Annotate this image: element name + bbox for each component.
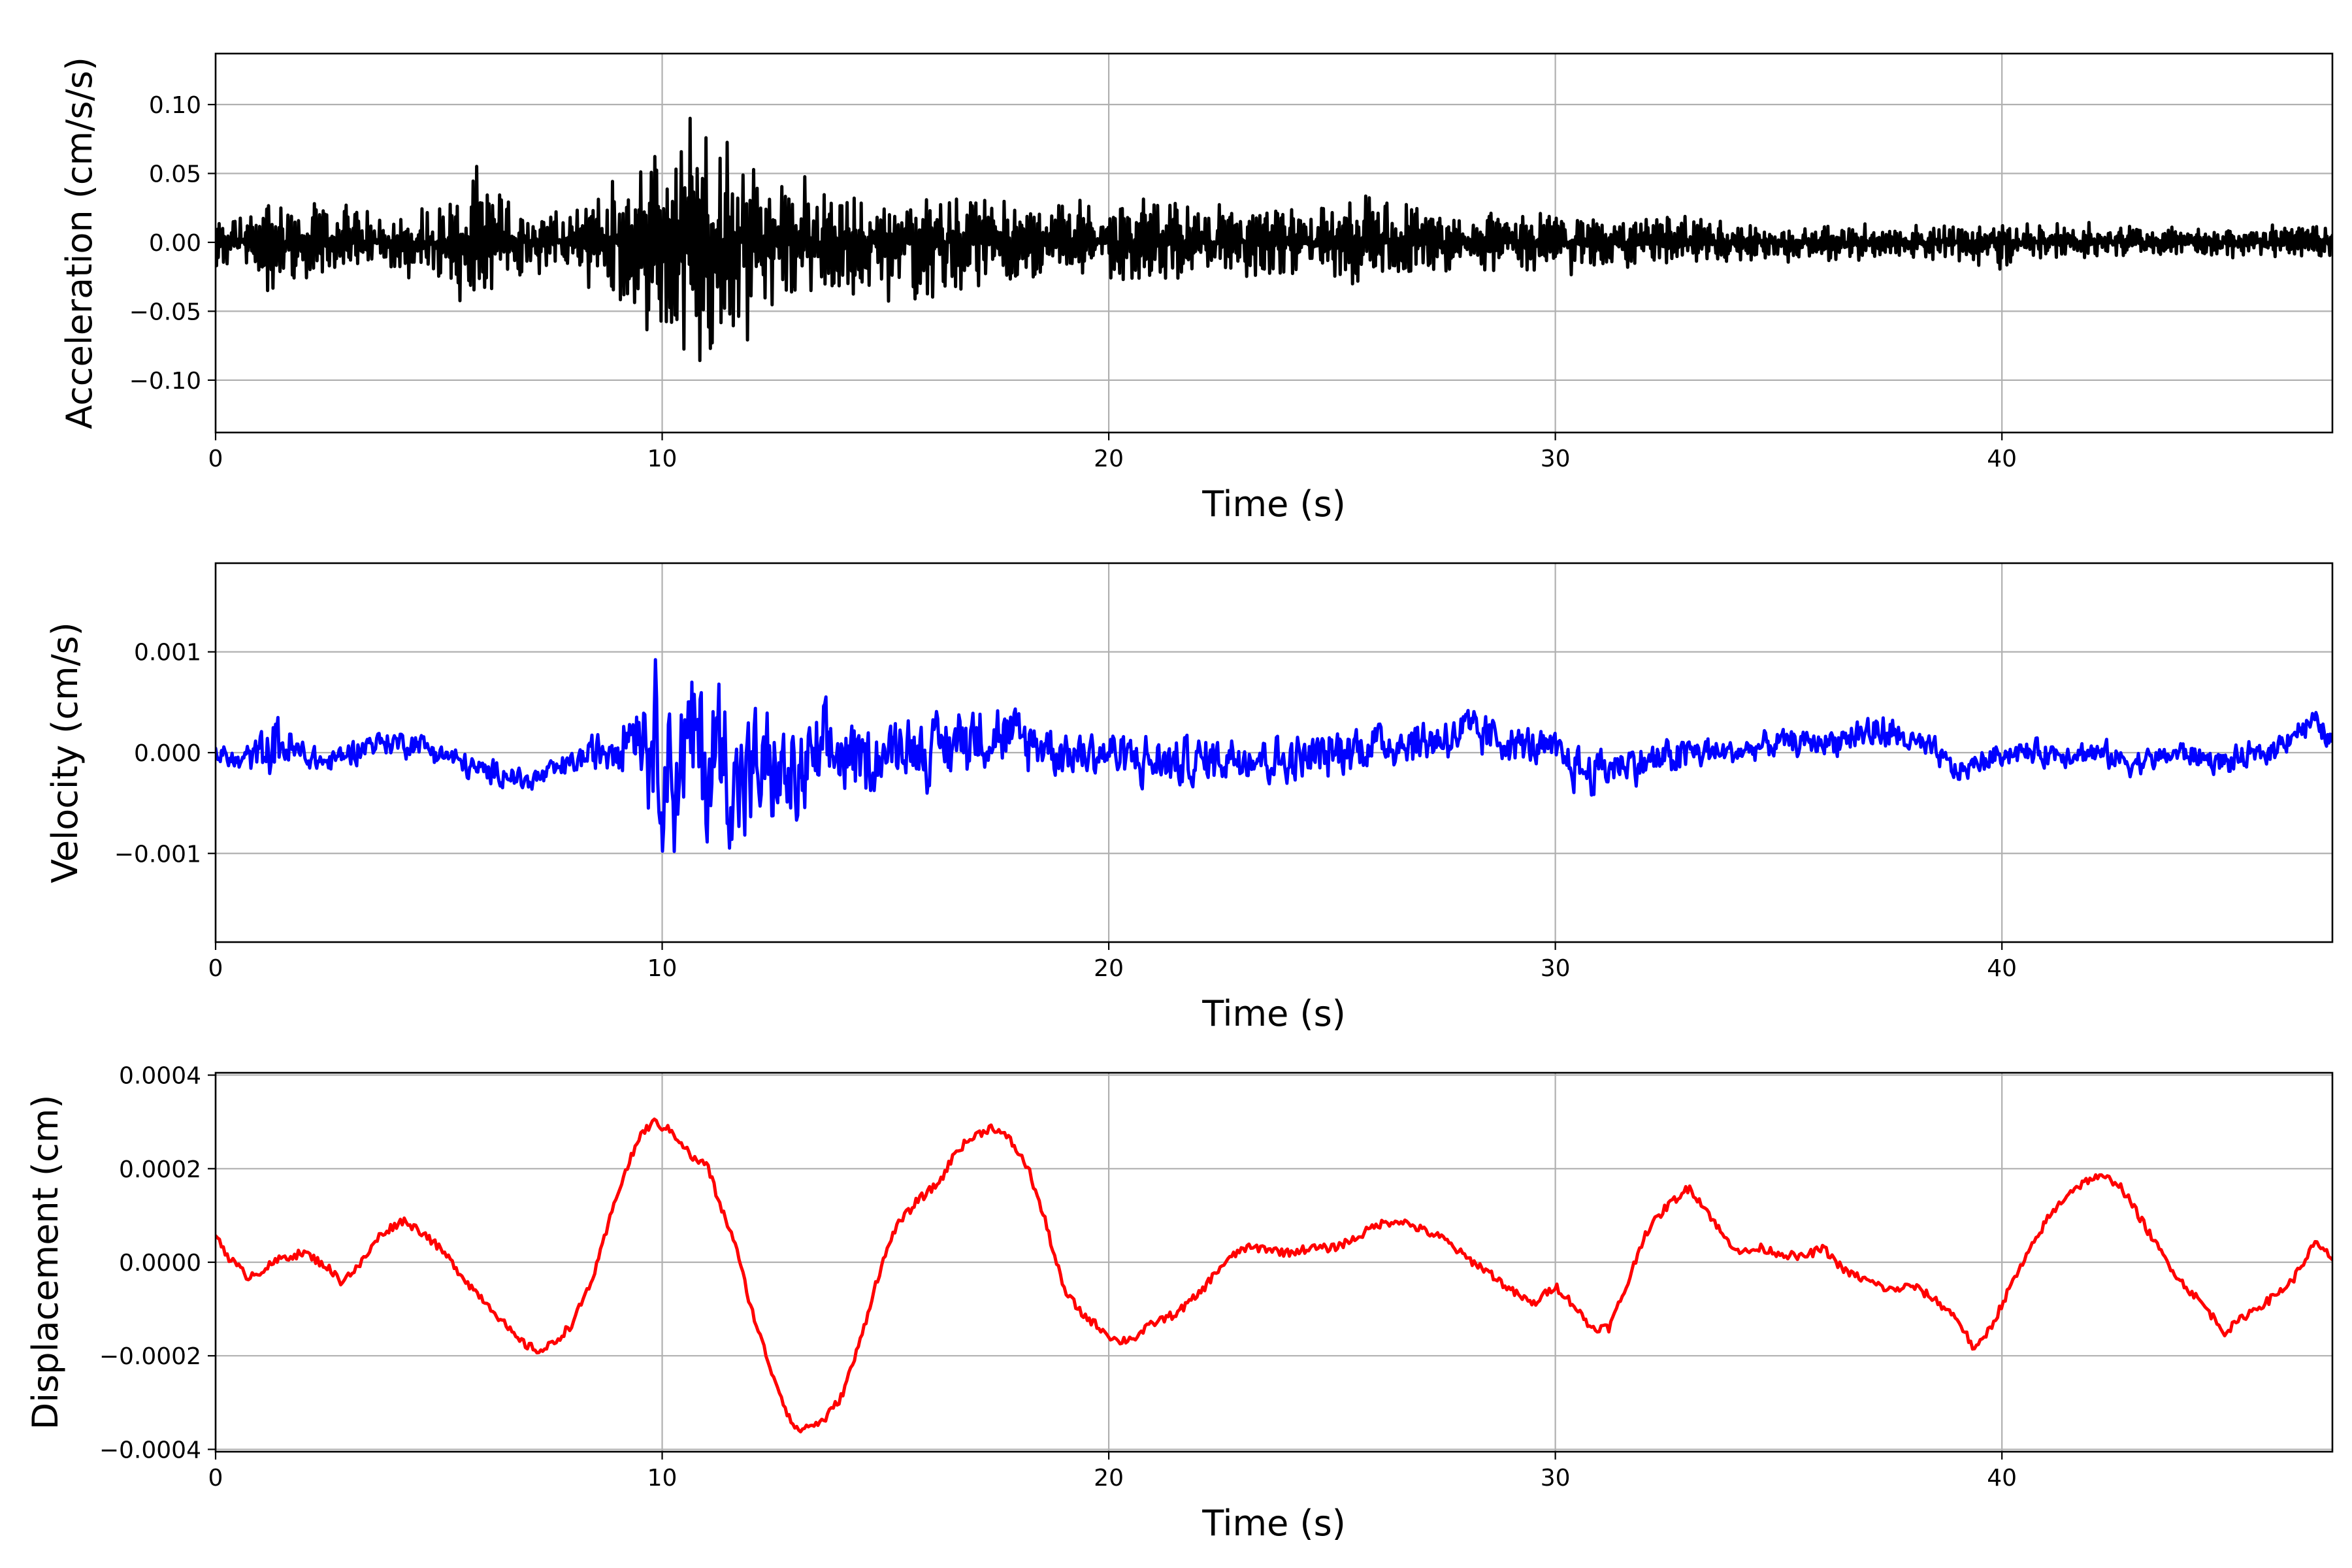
displacement-y-tick-label: 0.0000 [119,1250,201,1277]
acceleration-x-tick-label: 10 [647,446,678,472]
velocity-y-tick-label: −0.001 [114,841,201,868]
acceleration-x-tick-label: 0 [208,446,223,472]
displacement-y-tick-label: 0.0002 [119,1156,201,1183]
velocity-y-tick-label: 0.001 [134,640,201,666]
displacement-x-tick-label: 30 [1541,1465,1571,1492]
displacement-y-tick-label: −0.0004 [99,1437,201,1463]
acceleration-y-tick-label: 0.10 [149,92,201,119]
velocity-x-tick-label: 10 [647,955,678,982]
velocity-x-tick-label: 20 [1094,955,1124,982]
acceleration-y-tick-label: 0.05 [149,161,201,188]
displacement-y-tick-label: −0.0002 [99,1343,201,1370]
acceleration-panel: 0 10 20 30 40 0.10 0.05 0.00 −0.05 −0.10 Time (s) A… [59,52,2334,525]
acceleration-x-tick-label: 40 [1987,446,2017,472]
acceleration-x-axis-label: Time (s) [1201,483,1346,525]
displacement-x-tick-label: 20 [1094,1465,1124,1492]
velocity-y-axis-label: Velocity (cm/s) [44,622,86,883]
acceleration-series-line [216,116,2332,363]
acceleration-x-tick-label: 30 [1541,446,1571,472]
displacement-x-tick-label: 0 [208,1465,223,1492]
acceleration-y-tick-label: 0.00 [149,230,201,257]
displacement-panel: 0 10 20 30 40 0.0004 0.0002 0.0000 −0.0002 −0.000… [25,1063,2334,1544]
velocity-series-line [216,658,2332,853]
velocity-x-tick-label: 0 [208,955,223,982]
velocity-panel: 0 10 20 30 40 0.001 0.000 −0.001 Time (s) Velocit… [44,562,2334,1034]
velocity-y-tick-label: 0.000 [134,740,201,767]
displacement-x-axis-label: Time (s) [1201,1503,1346,1544]
displacement-series-line [216,1117,2332,1433]
acceleration-y-tick-label: −0.10 [129,368,201,395]
displacement-y-axis-label: Displacement (cm) [25,1095,66,1430]
acceleration-x-tick-label: 20 [1094,446,1124,472]
displacement-x-tick-label: 10 [647,1465,678,1492]
displacement-x-tick-label: 40 [1987,1465,2017,1492]
velocity-x-tick-label: 40 [1987,955,2017,982]
acceleration-y-axis-label: Acceleration (cm/s/s) [59,57,100,429]
acceleration-y-tick-label: −0.05 [129,299,201,325]
displacement-y-tick-label: 0.0004 [119,1063,201,1090]
velocity-x-tick-label: 30 [1541,955,1571,982]
velocity-x-axis-label: Time (s) [1201,993,1346,1034]
